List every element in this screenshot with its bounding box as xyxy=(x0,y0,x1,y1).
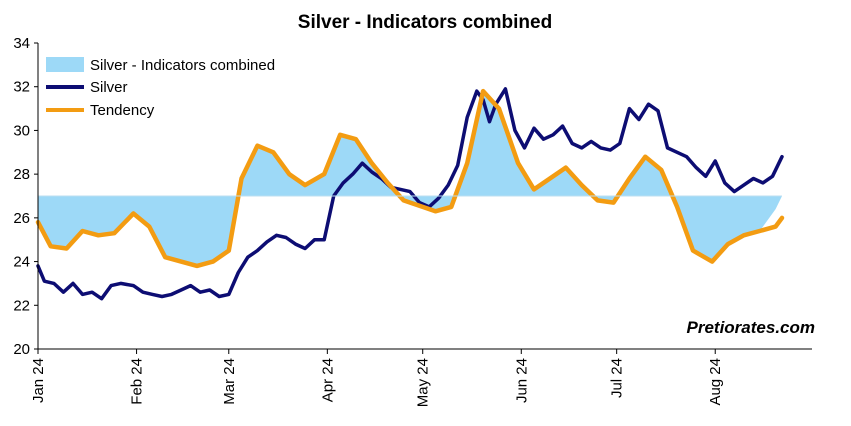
x-tick-label: Aug 24 xyxy=(707,358,724,406)
line-layer xyxy=(35,87,785,301)
legend-swatch-area xyxy=(46,57,84,72)
y-tick-label: 30 xyxy=(13,122,30,139)
series-line-silver xyxy=(36,87,784,301)
y-tick-label: 32 xyxy=(13,79,30,96)
watermark: Pretiorates.com xyxy=(687,318,816,337)
legend-label-tendency: Tendency xyxy=(90,102,155,119)
legend-label-silver: Silver xyxy=(90,79,128,96)
chart-title: Silver - Indicators combined xyxy=(298,12,552,33)
x-tick-label: Apr 24 xyxy=(319,358,336,402)
x-tick-label: Jan 24 xyxy=(30,358,47,403)
legend: Silver - Indicators combined Silver Tend… xyxy=(46,57,275,119)
area-layer xyxy=(38,91,782,266)
x-tick-label: Feb 24 xyxy=(129,358,146,405)
x-tick-label: Mar 24 xyxy=(221,358,238,405)
y-tick-label: 22 xyxy=(13,297,30,314)
x-tick-label: Jul 24 xyxy=(609,358,626,398)
x-tick-label: May 24 xyxy=(415,358,432,407)
series-line-tendency xyxy=(35,88,785,269)
series-area-indicators xyxy=(38,91,782,266)
y-tick-label: 26 xyxy=(13,210,30,227)
legend-label-area: Silver - Indicators combined xyxy=(90,57,275,74)
x-tick-label: Jun 24 xyxy=(513,358,530,403)
axis-layer: 20 22 24 26 28 30 32 34 Jan 24 Feb 24 Mar 24 Apr 24… xyxy=(13,35,812,407)
y-tick-label: 34 xyxy=(13,35,30,52)
y-tick-label: 24 xyxy=(13,254,30,271)
y-tick-label: 20 xyxy=(13,341,30,358)
y-tick-label: 28 xyxy=(13,166,30,183)
